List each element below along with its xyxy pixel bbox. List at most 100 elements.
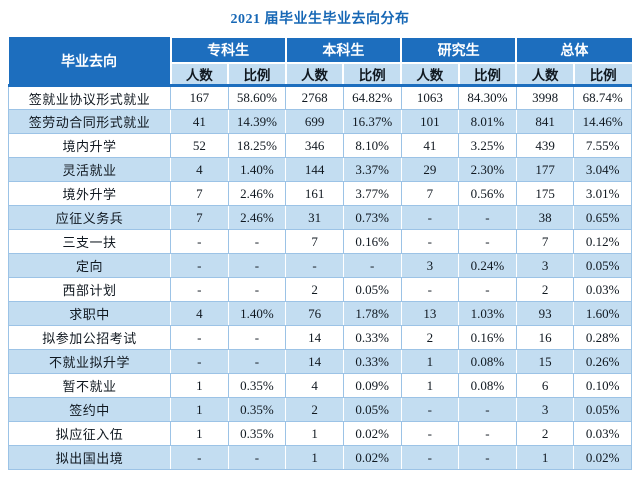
subheader-ratio: 比例 bbox=[457, 62, 518, 87]
cell-value: - bbox=[458, 229, 517, 254]
table-row: 签劳动合同形式就业 41 14.39% 699 16.37% 101 8.01% 841 14.… bbox=[8, 109, 632, 134]
cell-value: 93 bbox=[515, 301, 575, 326]
cell-value: 13 bbox=[400, 301, 460, 326]
cell-value: 3.01% bbox=[573, 181, 632, 206]
cell-value: 3.04% bbox=[573, 157, 632, 182]
table-row: 定向 - - - -3 0.24% 3 0.05% bbox=[8, 253, 632, 278]
cell-value: 167 bbox=[170, 85, 229, 110]
cell-value: 0.05% bbox=[573, 253, 632, 278]
cell-value: 2 bbox=[515, 277, 575, 302]
cell-value: 1 bbox=[170, 397, 229, 422]
cell-value: - bbox=[400, 205, 460, 230]
cell-value: 3 bbox=[515, 397, 575, 422]
cell-value: 0.05% bbox=[342, 397, 402, 422]
cell-value: - bbox=[227, 229, 287, 254]
cell-value: 0.65% bbox=[573, 205, 632, 230]
cell-value: 7 bbox=[170, 205, 229, 230]
cell-value: 0.10% bbox=[573, 373, 632, 398]
cell-value: 1063 bbox=[400, 85, 460, 110]
row-label: 应征义务兵 bbox=[8, 205, 171, 230]
cell-value: 0.02% bbox=[342, 421, 402, 446]
row-label: 求职中 bbox=[8, 301, 171, 326]
cell-value: 0.26% bbox=[573, 349, 632, 374]
row-label: 境内升学 bbox=[8, 133, 171, 158]
cell-value: 0.03% bbox=[573, 421, 632, 446]
cell-value: - bbox=[227, 253, 287, 278]
subheader-ratio: 比例 bbox=[227, 62, 287, 87]
cell-value: - bbox=[342, 253, 402, 278]
cell-value: 52 bbox=[170, 133, 229, 158]
subheader-ratio: 比例 bbox=[342, 62, 402, 87]
cell-value: 101 bbox=[400, 109, 460, 134]
cell-value: 1 bbox=[170, 421, 229, 446]
cell-value: 177 bbox=[515, 157, 575, 182]
graduate-destination-table: 毕业去向 专科生 本科生 研究生 总体 人数 比例 人数 比例 人数 比例 人数… bbox=[8, 36, 632, 470]
header-group-row: 毕业去向 专科生 本科生 研究生 总体 bbox=[8, 36, 632, 87]
subheader-count: 人数 bbox=[515, 62, 575, 87]
cell-value: 0.73% bbox=[342, 205, 402, 230]
cell-value: 439 bbox=[515, 133, 575, 158]
cell-value: - bbox=[170, 253, 229, 278]
cell-value: - bbox=[400, 277, 460, 302]
cell-value: 1 bbox=[285, 421, 344, 446]
table-row: 拟出国出境 - -1 0.02% - -1 0.02% bbox=[8, 445, 632, 470]
cell-value: 144 bbox=[285, 157, 344, 182]
row-label: 境外升学 bbox=[8, 181, 171, 206]
column-group-total: 总体 bbox=[515, 36, 632, 64]
cell-value: - bbox=[400, 229, 460, 254]
cell-value: 16 bbox=[515, 325, 575, 350]
cell-value: 8.01% bbox=[458, 109, 517, 134]
cell-value: 7 bbox=[400, 181, 460, 206]
column-header-destination: 毕业去向 bbox=[8, 37, 172, 87]
subheader-ratio: 比例 bbox=[572, 62, 632, 87]
cell-value: - bbox=[227, 325, 287, 350]
cell-value: - bbox=[170, 277, 229, 302]
cell-value: 29 bbox=[400, 157, 460, 182]
table-row: 境外升学 7 2.46% 161 3.77% 7 0.56% 175 3.01% bbox=[8, 181, 632, 206]
subheader-count: 人数 bbox=[169, 62, 230, 87]
cell-value: - bbox=[227, 349, 287, 374]
cell-value: 1.03% bbox=[458, 301, 517, 326]
cell-value: - bbox=[170, 325, 229, 350]
cell-value: 2.46% bbox=[227, 181, 287, 206]
cell-value: 14 bbox=[285, 325, 344, 350]
row-label: 签劳动合同形式就业 bbox=[8, 109, 171, 134]
cell-value: 0.03% bbox=[573, 277, 632, 302]
cell-value: 2.30% bbox=[458, 157, 517, 182]
cell-value: - bbox=[400, 445, 460, 470]
row-label: 拟出国出境 bbox=[8, 445, 171, 470]
cell-value: 2 bbox=[515, 421, 575, 446]
cell-value: 4 bbox=[170, 301, 229, 326]
row-label: 不就业拟升学 bbox=[8, 349, 171, 374]
table-row: 灵活就业 4 1.40% 144 3.37% 29 2.30% 177 3.04% bbox=[8, 157, 632, 182]
cell-value: 841 bbox=[515, 109, 575, 134]
table-row: 不就业拟升学 - -14 0.33% 1 0.08% 15 0.26% bbox=[8, 349, 632, 374]
column-group-junior-college: 专科生 bbox=[169, 36, 287, 64]
cell-value: 14 bbox=[285, 349, 344, 374]
table-header: 毕业去向 专科生 本科生 研究生 总体 人数 比例 人数 比例 人数 比例 人数… bbox=[8, 36, 632, 87]
table-row: 西部计划 - -2 0.05% - -2 0.03% bbox=[8, 277, 632, 302]
cell-value: 41 bbox=[400, 133, 460, 158]
cell-value: - bbox=[227, 277, 287, 302]
row-label: 签约中 bbox=[8, 397, 171, 422]
cell-value: - bbox=[458, 277, 517, 302]
column-group-undergraduate: 本科生 bbox=[284, 36, 403, 64]
cell-value: 0.12% bbox=[573, 229, 632, 254]
cell-value: 3.77% bbox=[342, 181, 402, 206]
cell-value: 16.37% bbox=[342, 109, 402, 134]
cell-value: 0.02% bbox=[342, 445, 402, 470]
cell-value: 699 bbox=[285, 109, 344, 134]
cell-value: 18.25% bbox=[227, 133, 287, 158]
cell-value: 6 bbox=[515, 373, 575, 398]
cell-value: 161 bbox=[285, 181, 344, 206]
cell-value: 4 bbox=[170, 157, 229, 182]
table-row: 拟应征入伍 1 0.35% 1 0.02% - -2 0.03% bbox=[8, 421, 632, 446]
row-label: 拟应征入伍 bbox=[8, 421, 171, 446]
cell-value: 2.46% bbox=[227, 205, 287, 230]
cell-value: 0.56% bbox=[458, 181, 517, 206]
cell-value: - bbox=[458, 397, 517, 422]
cell-value: 1.78% bbox=[342, 301, 402, 326]
cell-value: 14.46% bbox=[573, 109, 632, 134]
cell-value: 346 bbox=[285, 133, 344, 158]
